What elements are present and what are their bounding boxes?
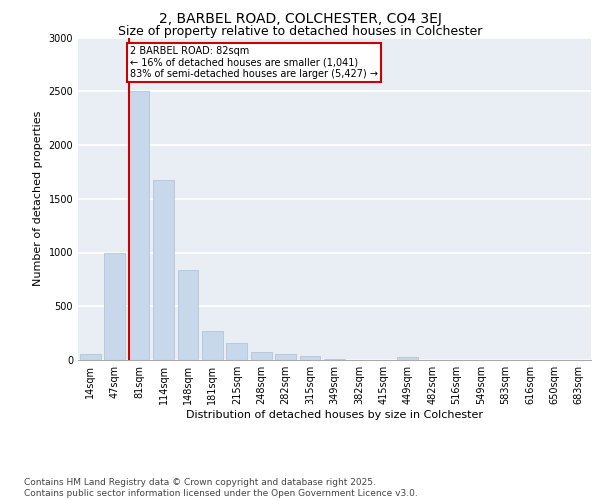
X-axis label: Distribution of detached houses by size in Colchester: Distribution of detached houses by size … xyxy=(186,410,483,420)
Bar xyxy=(104,252,125,360)
Bar xyxy=(202,331,223,360)
Text: 2 BARBEL ROAD: 82sqm
← 16% of detached houses are smaller (1,041)
83% of semi-de: 2 BARBEL ROAD: 82sqm ← 16% of detached h… xyxy=(130,46,378,80)
Bar xyxy=(299,356,320,360)
Text: Contains HM Land Registry data © Crown copyright and database right 2025.
Contai: Contains HM Land Registry data © Crown c… xyxy=(24,478,418,498)
Text: 2, BARBEL ROAD, COLCHESTER, CO4 3EJ: 2, BARBEL ROAD, COLCHESTER, CO4 3EJ xyxy=(158,12,442,26)
Text: Size of property relative to detached houses in Colchester: Size of property relative to detached ho… xyxy=(118,25,482,38)
Y-axis label: Number of detached properties: Number of detached properties xyxy=(33,111,43,286)
Bar xyxy=(251,352,272,360)
Bar xyxy=(397,357,418,360)
Bar xyxy=(178,270,199,360)
Bar xyxy=(226,344,247,360)
Bar xyxy=(153,180,174,360)
Bar xyxy=(128,91,149,360)
Bar xyxy=(80,354,101,360)
Bar xyxy=(275,354,296,360)
